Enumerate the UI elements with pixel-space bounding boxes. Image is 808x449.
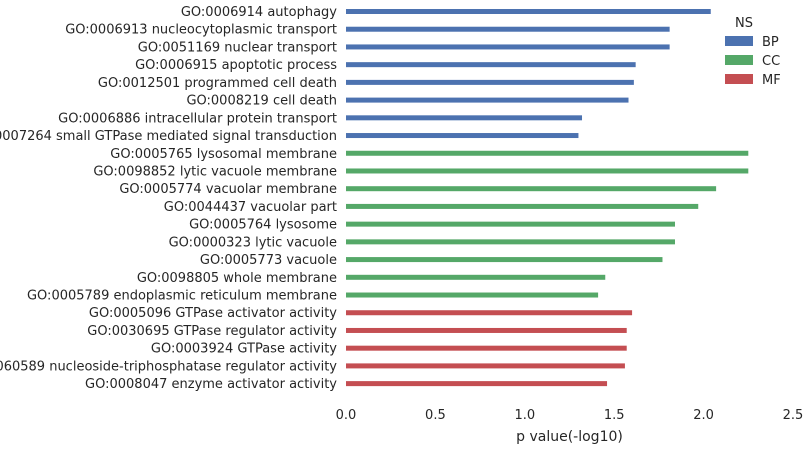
x-tick-label: 0.0 xyxy=(336,408,357,423)
x-tick-label: 1.0 xyxy=(514,408,535,423)
category-label: GO:0098805 whole membrane xyxy=(137,271,337,286)
bar-bp xyxy=(346,133,579,139)
x-tick-label: 2.0 xyxy=(693,408,714,423)
bar-bp xyxy=(346,44,670,50)
category-label: GO:0007264 small GTPase mediated signal … xyxy=(0,129,337,144)
category-label: GO:0005773 vacuole xyxy=(200,253,337,268)
category-label: GO:0098852 lytic vacuole membrane xyxy=(93,164,337,179)
bar-cc xyxy=(346,203,699,209)
category-label: GO:0051169 nuclear transport xyxy=(138,40,337,55)
category-label: GO:0005096 GTPase activator activity xyxy=(89,306,337,321)
legend-label-cc: CC xyxy=(762,54,780,69)
bar-cc xyxy=(346,186,717,192)
x-tick-labels-group: 0.0 0.5 1.0 1.5 2.0 2.5 xyxy=(336,408,804,423)
bar-mf xyxy=(346,327,627,333)
category-labels-group: GO:0006914 autophagy GO:0006913 nucleocyt… xyxy=(0,5,337,392)
bar-bp xyxy=(346,62,636,68)
category-label: GO:0060589 nucleoside-triphosphatase reg… xyxy=(0,359,337,374)
bar-mf xyxy=(346,345,627,351)
bar-cc xyxy=(346,292,599,298)
bar-cc xyxy=(346,221,675,227)
category-label: GO:0006914 autophagy xyxy=(181,5,337,20)
x-tick-label: 0.5 xyxy=(425,408,446,423)
category-label: GO:0005765 lysosomal membrane xyxy=(110,147,337,162)
bar-bp xyxy=(346,79,634,85)
category-label: GO:0006886 intracellular protein transpo… xyxy=(58,111,337,126)
category-label: GO:0030695 GTPase regulator activity xyxy=(87,324,337,339)
legend: NS BP CC MF xyxy=(725,16,781,88)
bar-mf xyxy=(346,310,633,316)
bar-mf xyxy=(346,363,625,369)
category-label: GO:0005789 endoplasmic reticulum membran… xyxy=(27,289,337,304)
category-label: GO:0005774 vacuolar membrane xyxy=(119,182,337,197)
bar-cc xyxy=(346,257,663,263)
category-label: GO:0006913 nucleocytoplasmic transport xyxy=(65,23,337,38)
legend-label-bp: BP xyxy=(762,35,779,50)
bar-bp xyxy=(346,115,583,121)
category-label: GO:0044437 vacuolar part xyxy=(164,200,337,215)
legend-title: NS xyxy=(735,16,753,31)
category-label: GO:0000323 lytic vacuole xyxy=(169,235,337,250)
bar-cc xyxy=(346,239,675,245)
category-label: GO:0003924 GTPase activity xyxy=(151,342,337,357)
category-label: GO:0008047 enzyme activator activity xyxy=(85,377,337,392)
bar-bp xyxy=(346,97,629,103)
category-label: GO:0006915 apoptotic process xyxy=(135,58,337,73)
bar-cc xyxy=(346,274,606,280)
category-label: GO:0012501 programmed cell death xyxy=(98,76,337,91)
x-tick-label: 1.5 xyxy=(604,408,625,423)
legend-swatch-cc xyxy=(725,55,753,65)
legend-label-mf: MF xyxy=(762,73,781,88)
bar-cc xyxy=(346,168,749,174)
x-axis-label: p value(-log10) xyxy=(516,429,623,445)
category-label: GO:0005764 lysosome xyxy=(189,218,337,233)
bars-group xyxy=(346,9,749,387)
x-tick-label: 2.5 xyxy=(783,408,804,423)
bar-bp xyxy=(346,26,670,32)
legend-swatch-bp xyxy=(725,36,753,46)
bar-cc xyxy=(346,150,749,156)
category-label: GO:0008219 cell death xyxy=(186,94,337,109)
bar-bp xyxy=(346,9,711,14)
legend-swatch-mf xyxy=(725,74,753,84)
bar-mf xyxy=(346,381,608,387)
